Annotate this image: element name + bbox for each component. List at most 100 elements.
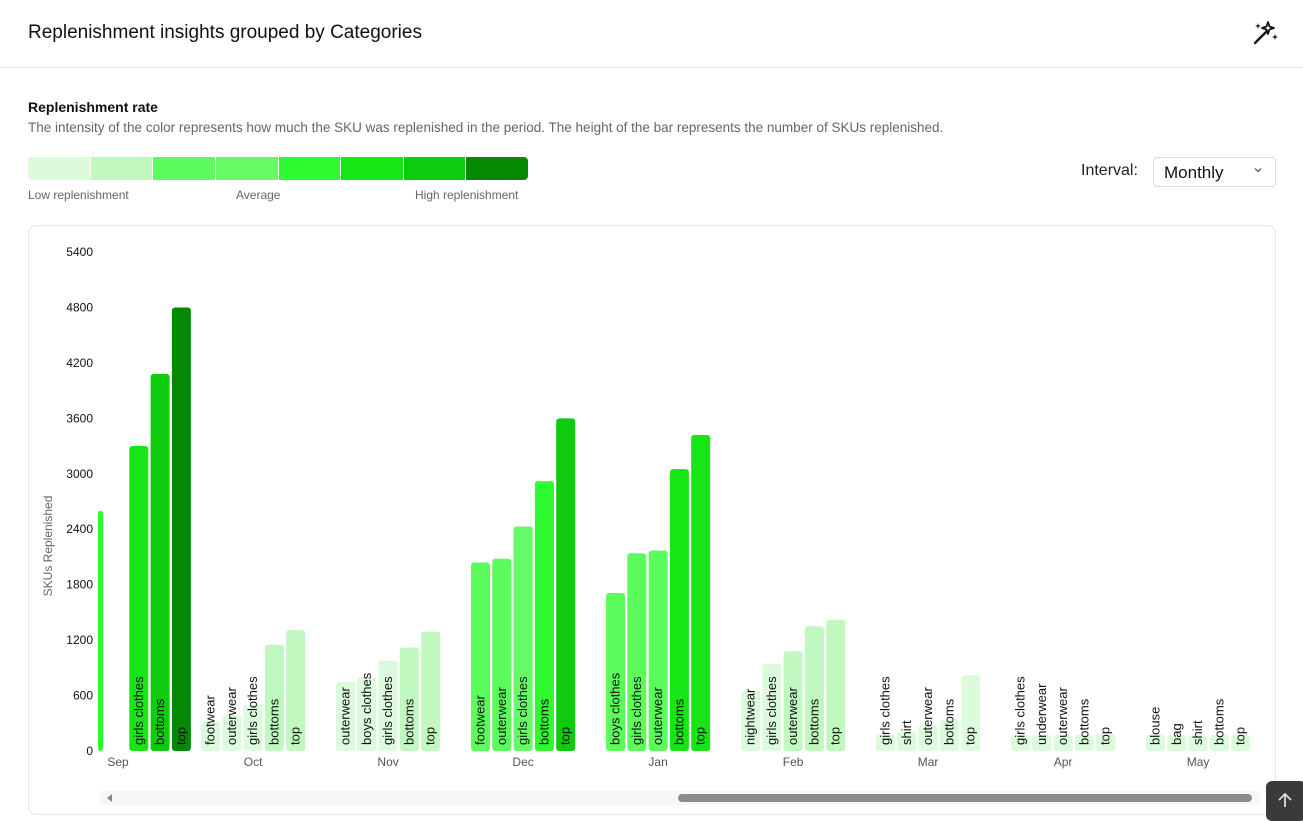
bar-may-bottoms[interactable] (1209, 735, 1229, 751)
x-month-label: May (1187, 755, 1210, 769)
sparkles-button[interactable] (1248, 16, 1282, 50)
bar-nov-boys-clothes[interactable] (357, 677, 377, 751)
bar-nov-bottoms[interactable] (399, 647, 419, 751)
bar-apr-top[interactable] (1096, 733, 1116, 751)
interval-select[interactable]: Monthly (1153, 157, 1276, 187)
bar-oct-outerwear[interactable] (222, 714, 242, 751)
x-month-label: Apr (1054, 755, 1073, 769)
bar-label: bottoms (536, 698, 551, 745)
average-label: Average (236, 188, 281, 202)
bar-feb-nightwear[interactable] (741, 690, 760, 751)
bar-label: underwear (1034, 683, 1049, 745)
bar-mar-shirt[interactable] (897, 731, 917, 751)
scale-swatch-7 (403, 157, 466, 180)
low-replenishment-label: Low replenishment (28, 188, 129, 202)
x-month-label: Dec (512, 755, 533, 769)
bar-dec-footwear[interactable] (471, 562, 490, 751)
bar-sep-partial[interactable] (98, 510, 103, 751)
bar-label: bottoms (806, 698, 821, 745)
bar-oct-girls-clothes[interactable] (243, 704, 263, 751)
bar-apr-bottoms[interactable] (1074, 735, 1094, 751)
bar-label: boys clothes (608, 672, 623, 745)
bar-sep-bottoms[interactable] (150, 373, 170, 751)
y-tick-label: 5400 (66, 245, 93, 259)
bar-apr-girls-clothes[interactable] (1011, 735, 1030, 751)
bar-apr-underwear[interactable] (1032, 735, 1052, 751)
bar-sep-top[interactable] (171, 307, 191, 751)
bar-mar-bottoms[interactable] (939, 719, 959, 751)
scale-swatch-3 (153, 157, 215, 180)
bar-mar-girls-clothes[interactable] (876, 734, 895, 751)
scrollbar-thumb[interactable] (678, 794, 1252, 802)
bar-label: top (423, 727, 438, 745)
bar-feb-top[interactable] (826, 619, 846, 751)
bar-oct-top[interactable] (286, 629, 306, 751)
x-month-label: Nov (377, 755, 398, 769)
bar-may-shirt[interactable] (1188, 735, 1208, 751)
bar-label: bottoms (1076, 698, 1091, 745)
bar-feb-bottoms[interactable] (804, 626, 824, 751)
x-month-label: Sep (107, 755, 129, 769)
y-tick-label: 1800 (66, 578, 93, 592)
scroll-left-arrow-icon[interactable] (106, 794, 114, 802)
bar-feb-outerwear[interactable] (783, 651, 803, 751)
bar-jan-bottoms[interactable] (669, 469, 689, 751)
bar-label: outerwear (920, 687, 935, 745)
bar-label: blouse (1148, 707, 1163, 745)
bar-label: girls clothes (131, 676, 146, 745)
bar-mar-outerwear[interactable] (918, 725, 938, 751)
bar-label: outerwear (494, 687, 509, 745)
bar-nov-girls-clothes[interactable] (378, 660, 398, 751)
bar-label: top (963, 727, 978, 745)
bar-mar-top[interactable] (961, 675, 981, 751)
bar-label: boys clothes (359, 672, 374, 745)
bar-label: footwear (473, 694, 488, 745)
arrow-up-icon (1278, 792, 1292, 807)
bar-feb-girls-clothes[interactable] (762, 664, 782, 751)
bar-jan-top[interactable] (691, 434, 711, 751)
y-tick-label: 4200 (66, 356, 93, 370)
y-axis-label: SKUs Replenished (41, 496, 55, 597)
bar-label: top (173, 727, 188, 745)
bar-dec-bottoms[interactable] (534, 481, 554, 751)
bar-label: top (288, 727, 303, 745)
interval-value: Monthly (1164, 163, 1224, 182)
bar-label: outerwear (224, 687, 239, 745)
bar-label: outerwear (338, 687, 353, 745)
bar-label: girls clothes (764, 676, 779, 745)
bar-may-top[interactable] (1231, 735, 1251, 751)
y-tick-label: 1200 (66, 633, 93, 647)
bar-oct-footwear[interactable] (201, 721, 220, 751)
bar-sep-girls-clothes[interactable] (129, 446, 149, 751)
bar-label: girls clothes (245, 676, 260, 745)
page-title: Replenishment insights grouped by Catego… (28, 22, 422, 43)
page-header: Replenishment insights grouped by Catego… (0, 0, 1303, 68)
bar-dec-outerwear[interactable] (492, 558, 512, 751)
y-tick-label: 600 (73, 689, 93, 703)
bar-chart: SKUs Replenished 0 600 1200 1800 2400 3000 360… (41, 245, 1251, 769)
scroll-to-top-button[interactable] (1266, 781, 1303, 821)
interval-label: Interval: (1081, 162, 1138, 179)
bar-may-bag[interactable] (1167, 735, 1187, 751)
horizontal-scrollbar[interactable] (100, 791, 1260, 805)
y-tick-label: 3000 (66, 467, 93, 481)
bar-jan-outerwear[interactable] (648, 550, 668, 751)
bar-apr-outerwear[interactable] (1053, 735, 1073, 751)
bar-dec-girls-clothes[interactable] (513, 526, 533, 751)
legend-description: The intensity of the color represents ho… (28, 120, 944, 135)
bar-may-blouse[interactable] (1146, 735, 1165, 751)
bar-label: top (558, 727, 573, 745)
scale-swatch-6 (341, 157, 403, 180)
bar-nov-outerwear[interactable] (336, 681, 355, 751)
bar-jan-girls-clothes[interactable] (627, 553, 647, 751)
bar-label: girls clothes (515, 676, 530, 745)
bar-label: bottoms (266, 698, 281, 745)
bar-label: bottoms (1211, 698, 1226, 745)
bar-label: outerwear (785, 687, 800, 745)
bar-jan-boys-clothes[interactable] (606, 592, 625, 751)
bar-label: girls clothes (629, 676, 644, 745)
bar-nov-top[interactable] (421, 631, 441, 751)
bar-oct-bottoms[interactable] (264, 644, 284, 751)
bar-dec-top[interactable] (556, 418, 576, 751)
high-replenishment-label: High replenishment (415, 188, 519, 202)
